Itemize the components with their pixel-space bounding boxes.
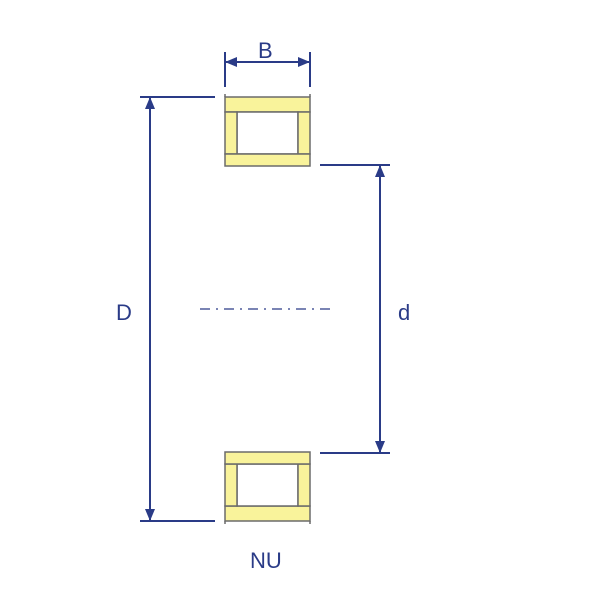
label-NU: NU bbox=[250, 548, 282, 574]
diagram-stage: B D d NU bbox=[0, 0, 600, 600]
bearing-diagram-svg bbox=[0, 0, 600, 600]
label-d: d bbox=[398, 300, 410, 326]
label-B: B bbox=[258, 38, 273, 64]
label-D: D bbox=[116, 300, 132, 326]
